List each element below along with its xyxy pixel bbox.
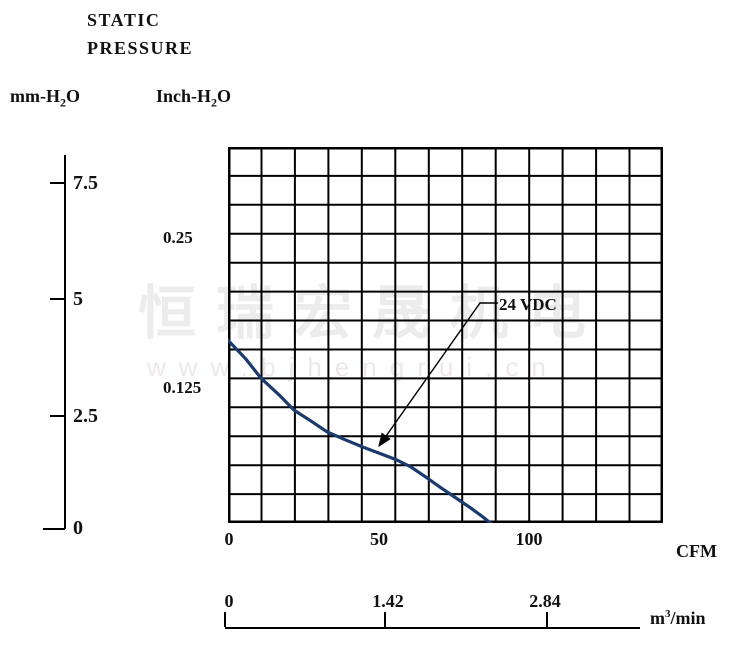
- m3min-sup: 3: [665, 608, 671, 620]
- x2-tick-label-0: 0: [224, 591, 234, 611]
- unit-inch-sub: 2: [211, 95, 218, 110]
- watermark-url: www.bjhengrui.cn: [147, 352, 559, 382]
- x-tick-label-100: 100: [515, 529, 543, 549]
- y-tick-label-5: 5: [73, 288, 83, 310]
- chart-title: STATIC PRESSURE: [87, 6, 193, 62]
- chart-title-line2: PRESSURE: [87, 38, 194, 58]
- x-axis-unit-cfm: CFM: [676, 541, 717, 561]
- x2-axis-line: [225, 627, 640, 629]
- y-tick-0: [43, 528, 65, 530]
- x2-tick-1.42: [384, 612, 386, 627]
- unit-inch-post: O: [217, 86, 232, 106]
- y-tick-label-7.5: 7.5: [73, 172, 98, 194]
- y-tick-label-0: 0: [73, 517, 83, 539]
- unit-mm-text: mm-H: [10, 86, 60, 106]
- unit-mm-post: O: [65, 86, 80, 106]
- chart-title-line1: STATIC: [87, 10, 161, 30]
- x-tick-label-0: 0: [224, 529, 234, 549]
- x2-tick-2.84: [546, 612, 548, 627]
- m3min-post: /min: [670, 608, 706, 628]
- x2-tick-label-1.42: 1.42: [372, 591, 404, 611]
- plot-svg: [228, 147, 663, 523]
- unit-label-mm-h2o: mm-H2O: [10, 86, 80, 111]
- unit-mm-sub: 2: [59, 95, 66, 110]
- y-tick-label-2.5: 2.5: [73, 405, 98, 427]
- inch-tick-label-0.125: 0.125: [163, 378, 202, 397]
- x2-tick-0: [224, 612, 226, 627]
- x-tick-label-50: 50: [370, 529, 388, 549]
- unit-inch-text: Inch-H: [156, 86, 212, 106]
- unit-label-inch-h2o: Inch-H2O: [156, 86, 231, 111]
- y-tick-2.5: [50, 415, 65, 417]
- inch-tick-label-0.25: 0.25: [163, 228, 193, 247]
- m3min-pre: m: [650, 608, 665, 628]
- x2-axis-unit-m3min: m3/min: [650, 608, 706, 629]
- y-tick-7.5: [50, 182, 65, 184]
- y-tick-5: [50, 298, 65, 300]
- y-axis-ruler-line: [64, 155, 66, 529]
- x2-tick-label-2.84: 2.84: [529, 591, 561, 611]
- annotation-24vdc: 24 VDC: [499, 295, 557, 314]
